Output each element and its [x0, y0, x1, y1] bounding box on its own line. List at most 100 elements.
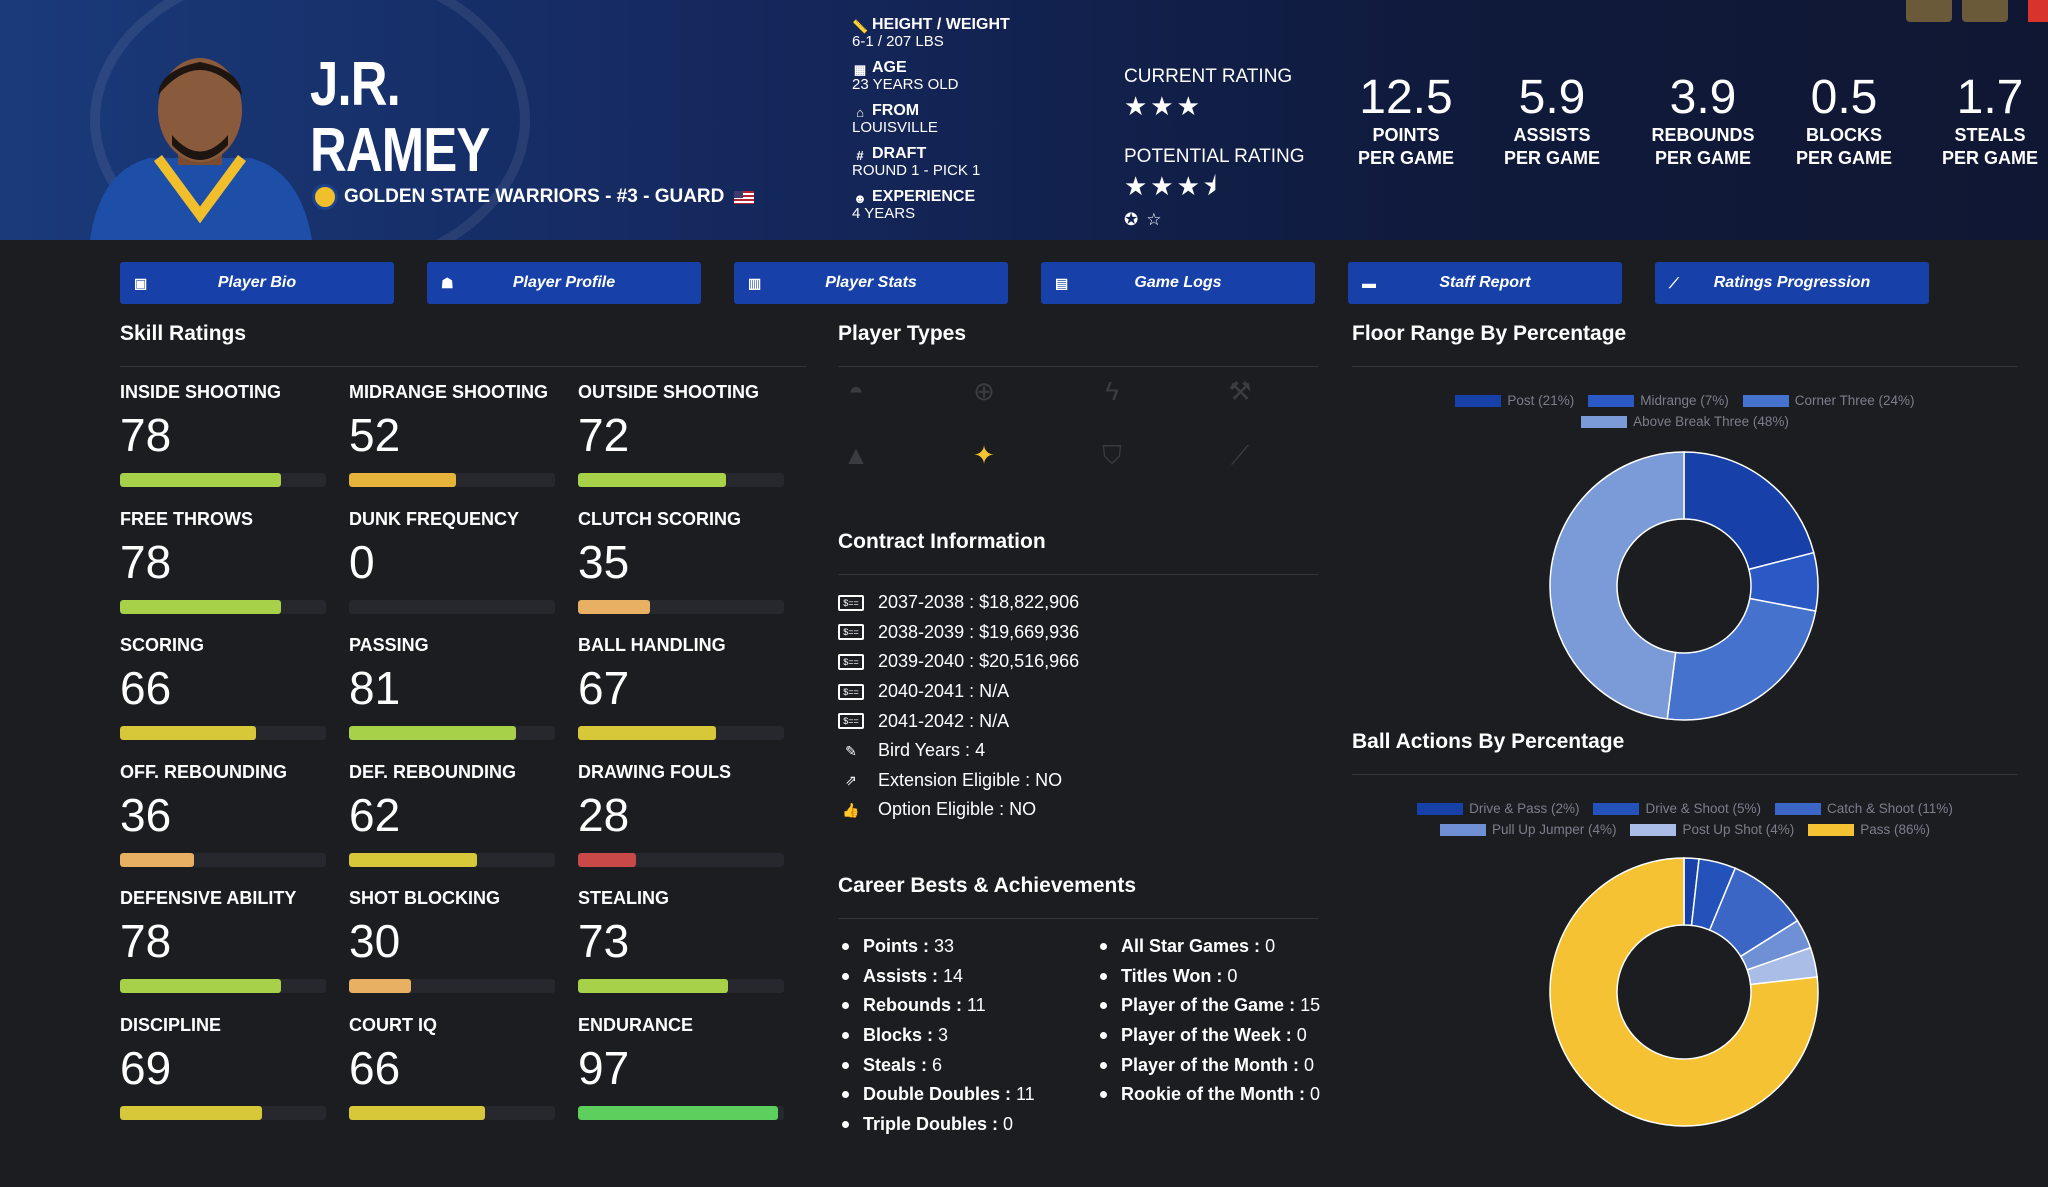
career-item: Steals :6 [842, 1050, 1035, 1080]
skill-name: MIDRANGE SHOOTING [349, 382, 549, 402]
donut-slice-above-break-three[interactable] [1549, 451, 1685, 720]
skill-rating: DEFENSIVE ABILITY 78 [120, 888, 326, 993]
donut-slice-post[interactable] [1683, 451, 1815, 571]
tab-player-stats[interactable]: ▥ Player Stats [734, 262, 1008, 304]
skill-bar-fill [578, 979, 729, 993]
tab-ratings-progression[interactable]: ⟋ Ratings Progression [1655, 262, 1929, 304]
tab-label: Game Logs [1134, 274, 1222, 291]
legend-item[interactable]: Post Up Shot (4%) [1630, 822, 1794, 837]
legend-item[interactable]: Drive & Shoot (5%) [1593, 801, 1761, 816]
skill-value: 30 [349, 915, 401, 967]
skill-name: STEALING [578, 888, 670, 908]
bio-item: ☻ EXPERIENCE 4 YEARS [852, 188, 1010, 222]
legend-item[interactable]: Midrange (7%) [1588, 393, 1729, 408]
ball-actions-donut-chart [1549, 857, 1819, 1127]
stat-value: 1.7 [1956, 71, 2024, 124]
contract-label: 2038-2039 : [878, 621, 975, 642]
legend-item[interactable]: Pull Up Jumper (4%) [1439, 822, 1617, 837]
career-value: 0 [1265, 936, 1276, 957]
career-value: 0 [1296, 1025, 1307, 1046]
floor-range-legend: Post (21%) Midrange (7%) Corner Three (24%… [1400, 393, 1970, 429]
career-item: Player of the Week :0 [1100, 1021, 1320, 1051]
next-player-button[interactable] [1962, 0, 2008, 22]
skill-rating: COURT IQ 66 [349, 1015, 555, 1120]
divider [120, 366, 806, 367]
skill-bar-fill [349, 1105, 485, 1120]
career-title: Career Bests & Achievements [838, 874, 1137, 897]
career-value: 11 [1016, 1084, 1035, 1105]
tab-bar: ▣ Player Bio ☗ Player Profile ▥ Player Stats ▤… [120, 262, 1929, 304]
contract-row: ✎ Bird Years :4 [838, 736, 1079, 766]
legend-item[interactable]: Catch & Shoot (11%) [1775, 801, 1953, 816]
legend-item[interactable]: Drive & Pass (2%) [1417, 801, 1579, 816]
money-card-icon: $== [838, 653, 864, 670]
skill-value: 97 [578, 1041, 630, 1094]
skill-value: 52 [349, 409, 401, 461]
tab-player-bio[interactable]: ▣ Player Bio [120, 262, 394, 304]
skill-value: 81 [349, 662, 401, 714]
skill-bar [349, 473, 555, 487]
legend-item[interactable]: Post (21%) [1455, 393, 1574, 408]
career-label: All Star Games : [1121, 936, 1261, 957]
tab-staff-report[interactable]: ▬ Staff Report [1348, 262, 1622, 304]
legend-label: Drive & Pass (2%) [1469, 801, 1580, 816]
skill-rating: CLUTCH SCORING 35 [578, 509, 784, 614]
skill-value: 78 [120, 915, 172, 967]
skill-bar [349, 852, 555, 867]
bio-value: 4 YEARS [852, 205, 916, 222]
stat-block: 1.7 STEALS PER GAME [1900, 72, 2048, 170]
career-label: Assists : [863, 965, 939, 986]
tab-game-logs[interactable]: ▤ Game Logs [1041, 262, 1315, 304]
divider [838, 918, 1318, 919]
skill-rating: BALL HANDLING 67 [578, 635, 784, 740]
hammer-icon: ⚒ [1228, 376, 1252, 406]
contract-row: $== 2039-2040 : $20,516,966 [838, 647, 1079, 677]
bio-label: HEIGHT / WEIGHT [872, 16, 1010, 33]
skill-bar [120, 599, 326, 614]
career-label: Triple Doubles : [863, 1113, 999, 1134]
bar-chart-icon: ▥ [748, 274, 762, 291]
stat-sublabel: PER GAME [1503, 148, 1600, 168]
career-item: Assists :14 [842, 962, 1035, 992]
money-card-icon: $== [838, 624, 864, 641]
skill-bar-fill [349, 979, 411, 993]
school-icon: ⌂ [856, 104, 864, 120]
tab-label: Ratings Progression [1713, 274, 1871, 291]
tab-label: Player Profile [512, 274, 616, 291]
money-card-icon: $== [838, 713, 864, 730]
lightning-icon: ϟ [1105, 376, 1119, 406]
legend-item[interactable]: Corner Three (24%) [1742, 393, 1915, 408]
medal-icon: ✪ [1124, 210, 1147, 229]
skill-bar [349, 726, 555, 740]
stat-value: 5.9 [1518, 71, 1586, 124]
close-button[interactable] [2028, 0, 2048, 22]
money-card-icon: $== [838, 594, 864, 611]
contract-row: $== 2037-2038 : $18,822,906 [838, 588, 1079, 618]
external-link-icon: ⇗ [845, 772, 857, 789]
career-item: Titles Won :0 [1100, 962, 1320, 992]
prev-player-button[interactable] [1906, 0, 1952, 22]
donut-slice-corner-three[interactable] [1666, 597, 1817, 721]
career-item: All Star Games :0 [1100, 932, 1320, 962]
career-item: Points :33 [842, 932, 1035, 962]
skill-name: DISCIPLINE [120, 1014, 222, 1035]
legend-label: Pull Up Jumper (4%) [1491, 822, 1617, 837]
career-item: Double Doubles :11 [842, 1080, 1035, 1110]
line-chart-icon: ⟋ [1669, 274, 1679, 291]
divider [838, 366, 1318, 367]
tab-player-profile[interactable]: ☗ Player Profile [427, 262, 701, 304]
legend-item[interactable]: Pass (86%) [1808, 822, 1930, 837]
skill-name: DEF. REBOUNDING [349, 761, 517, 782]
bio-value: 6-1 / 207 LBS [852, 33, 944, 50]
skill-bar-fill [578, 599, 651, 614]
user-profile-icon: ☗ [441, 274, 454, 291]
skill-name: COURT IQ [349, 1014, 437, 1035]
contract-value: 4 [975, 740, 986, 761]
contract-row: ⇗ Extension Eligible : NO [838, 766, 1079, 796]
skill-bar-fill [120, 726, 256, 740]
legend-item[interactable]: Above Break Three (48%) [1581, 414, 1789, 429]
career-label: Player of the Month : [1121, 1054, 1300, 1075]
stat-sublabel: PER GAME [1795, 148, 1892, 168]
donut-slice-pass[interactable] [1549, 857, 1819, 1127]
clipboard-icon: ▤ [1055, 274, 1069, 291]
